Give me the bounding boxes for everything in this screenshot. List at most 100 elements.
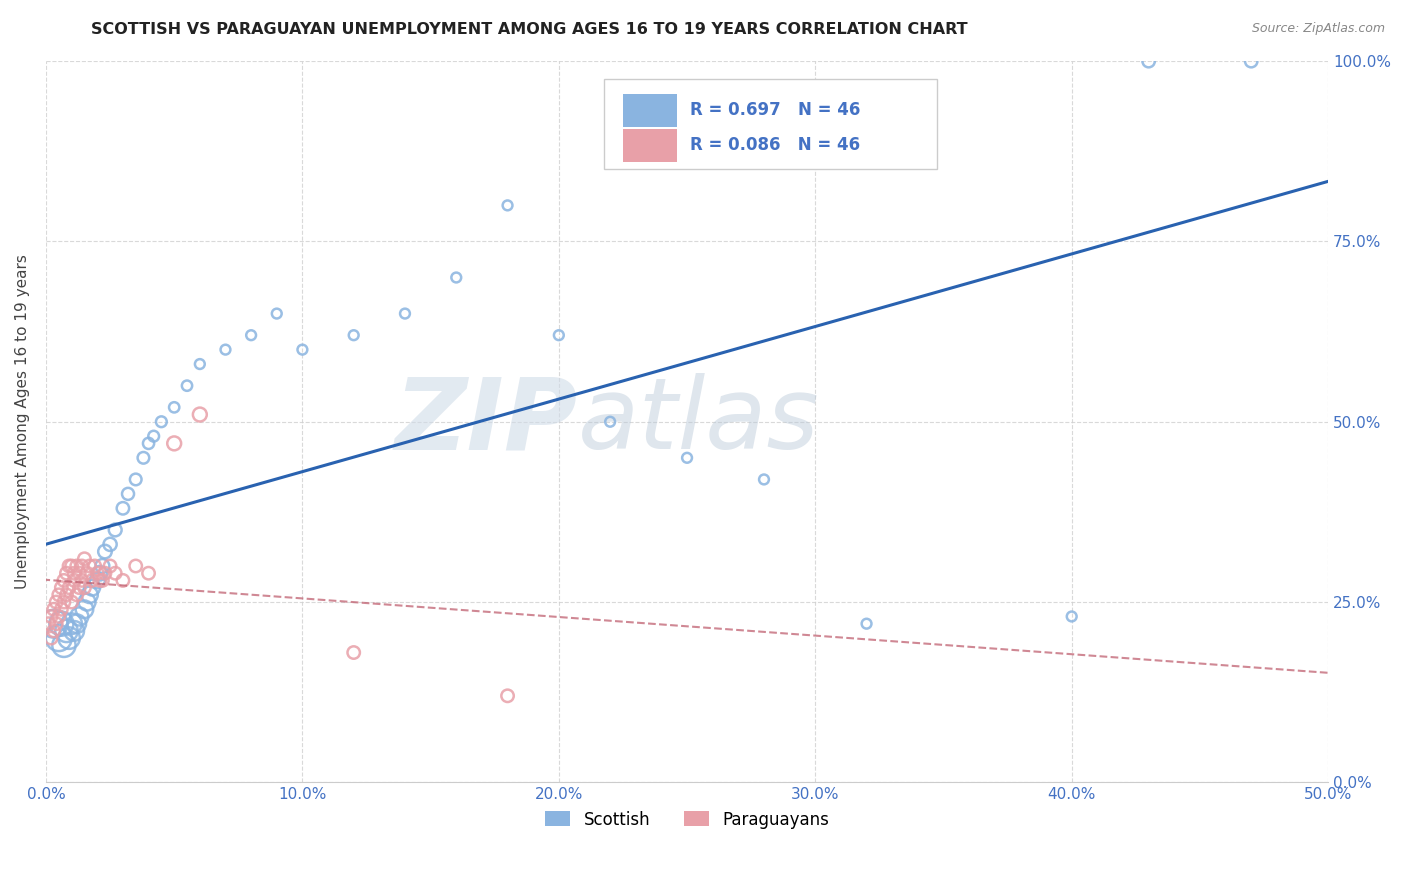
Point bbox=[48, 588, 70, 602]
Point bbox=[117, 487, 139, 501]
Point bbox=[111, 501, 134, 516]
Text: Source: ZipAtlas.com: Source: ZipAtlas.com bbox=[1251, 22, 1385, 36]
Point bbox=[38, 616, 60, 631]
Point bbox=[39, 631, 62, 645]
Point bbox=[138, 436, 160, 450]
Point bbox=[125, 559, 148, 574]
Text: SCOTTISH VS PARAGUAYAN UNEMPLOYMENT AMONG AGES 16 TO 19 YEARS CORRELATION CHART: SCOTTISH VS PARAGUAYAN UNEMPLOYMENT AMON… bbox=[91, 22, 967, 37]
Point bbox=[98, 559, 121, 574]
Point bbox=[67, 581, 90, 595]
Point bbox=[676, 450, 699, 465]
Point bbox=[79, 559, 101, 574]
Point bbox=[60, 616, 83, 631]
Point bbox=[45, 616, 67, 631]
Point bbox=[343, 328, 366, 343]
Point bbox=[58, 631, 80, 645]
Point bbox=[111, 574, 134, 588]
FancyBboxPatch shape bbox=[603, 79, 936, 169]
Text: ZIP: ZIP bbox=[395, 373, 578, 470]
Point bbox=[66, 559, 89, 574]
Point bbox=[83, 559, 105, 574]
Point bbox=[1137, 54, 1160, 69]
Point bbox=[70, 559, 93, 574]
Point bbox=[291, 343, 314, 357]
Point bbox=[55, 624, 77, 638]
Point bbox=[752, 472, 775, 486]
Point bbox=[73, 602, 96, 616]
Point bbox=[91, 559, 114, 574]
Point bbox=[855, 616, 877, 631]
Point bbox=[89, 566, 111, 581]
Point bbox=[73, 551, 96, 566]
FancyBboxPatch shape bbox=[623, 95, 676, 128]
Point bbox=[79, 588, 101, 602]
Point bbox=[94, 544, 117, 558]
Point bbox=[42, 616, 65, 631]
Point bbox=[138, 566, 160, 581]
Point bbox=[1240, 54, 1263, 69]
Point bbox=[132, 450, 155, 465]
Point bbox=[104, 566, 127, 581]
Point bbox=[58, 581, 80, 595]
Point bbox=[150, 415, 173, 429]
Point bbox=[52, 638, 75, 652]
Text: R = 0.086   N = 46: R = 0.086 N = 46 bbox=[689, 136, 859, 153]
Point bbox=[163, 401, 186, 415]
Point bbox=[176, 378, 198, 392]
Point bbox=[496, 198, 519, 212]
Y-axis label: Unemployment Among Ages 16 to 19 years: Unemployment Among Ages 16 to 19 years bbox=[15, 254, 30, 590]
Point bbox=[55, 566, 77, 581]
Point bbox=[55, 588, 77, 602]
Point bbox=[188, 408, 211, 422]
Point bbox=[67, 609, 90, 624]
Point bbox=[76, 595, 98, 609]
Point bbox=[547, 328, 569, 343]
Point bbox=[63, 566, 86, 581]
Text: R = 0.697   N = 46: R = 0.697 N = 46 bbox=[689, 101, 860, 120]
Point bbox=[142, 429, 165, 443]
Point bbox=[48, 631, 70, 645]
Point bbox=[66, 588, 89, 602]
Point bbox=[163, 436, 186, 450]
Point bbox=[60, 595, 83, 609]
Point bbox=[1060, 609, 1083, 624]
Point bbox=[104, 523, 127, 537]
Point bbox=[52, 574, 75, 588]
Point bbox=[496, 689, 519, 703]
Point bbox=[82, 581, 104, 595]
Point bbox=[86, 574, 108, 588]
Point bbox=[39, 609, 62, 624]
Point bbox=[42, 624, 65, 638]
Point bbox=[48, 609, 70, 624]
Point bbox=[52, 595, 75, 609]
Point bbox=[82, 574, 104, 588]
Point bbox=[89, 574, 111, 588]
Point bbox=[240, 328, 263, 343]
Point bbox=[76, 566, 98, 581]
Point bbox=[91, 574, 114, 588]
Point bbox=[42, 602, 65, 616]
Point bbox=[125, 472, 148, 486]
Point bbox=[63, 574, 86, 588]
FancyBboxPatch shape bbox=[623, 129, 676, 162]
Point bbox=[67, 566, 90, 581]
Point bbox=[60, 559, 83, 574]
Point bbox=[98, 537, 121, 551]
Point bbox=[63, 624, 86, 638]
Point bbox=[51, 602, 73, 616]
Point bbox=[70, 574, 93, 588]
Point bbox=[86, 566, 108, 581]
Point bbox=[73, 581, 96, 595]
Point bbox=[214, 343, 236, 357]
Legend: Scottish, Paraguayans: Scottish, Paraguayans bbox=[538, 804, 835, 835]
Point bbox=[58, 559, 80, 574]
Point bbox=[394, 307, 416, 321]
Text: atlas: atlas bbox=[578, 373, 820, 470]
Point bbox=[51, 616, 73, 631]
Point bbox=[599, 415, 621, 429]
Point bbox=[446, 270, 468, 285]
Point bbox=[94, 566, 117, 581]
Point bbox=[45, 595, 67, 609]
Point bbox=[343, 646, 366, 660]
Point bbox=[51, 581, 73, 595]
